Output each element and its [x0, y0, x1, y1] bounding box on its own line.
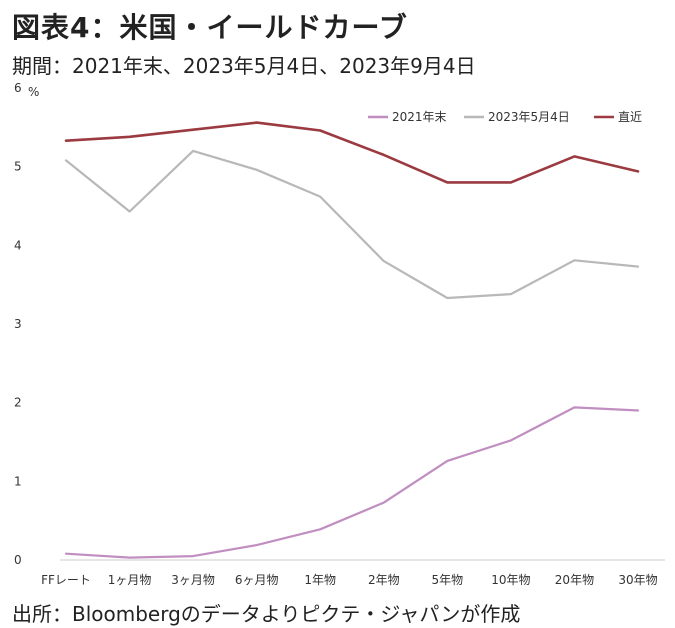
data-point — [382, 501, 385, 504]
data-point — [637, 170, 639, 173]
y-axis-ticks: 0 1 2 3 4 5 6 — [14, 81, 22, 567]
x-tick-label: 30年物 — [618, 573, 657, 587]
y-tick-label: 5 — [14, 160, 22, 174]
data-point — [319, 195, 322, 198]
x-tick-label: 10年物 — [491, 573, 530, 587]
x-tick-label: 20年物 — [555, 573, 594, 587]
y-tick-label: 4 — [14, 238, 22, 252]
y-tick-label: 1 — [14, 474, 22, 488]
x-tick-label: 1年物 — [304, 573, 336, 587]
x-tick-label: FFレート — [41, 573, 91, 587]
data-point — [65, 159, 67, 162]
series-line — [64, 149, 640, 300]
data-point — [65, 139, 67, 142]
data-point — [192, 150, 194, 152]
legend-label: 2023年5月4日 — [488, 110, 570, 124]
x-tick-label: 2年物 — [368, 573, 400, 587]
data-point — [510, 181, 512, 184]
data-point — [446, 181, 449, 184]
legend: 2021年末 2023年5月4日 直近 — [368, 110, 642, 124]
data-point — [637, 409, 639, 412]
data-point — [446, 297, 449, 299]
chart-title: 図表4：米国・イールドカーブ — [12, 11, 408, 44]
chart-source: 出所：Bloombergのデータよりピクテ・ジャパンが作成 — [12, 602, 521, 626]
data-point — [192, 555, 194, 557]
data-point — [65, 552, 67, 555]
legend-label: 2021年末 — [392, 110, 447, 124]
data-point — [510, 293, 512, 295]
data-point — [319, 129, 322, 132]
data-point — [382, 260, 385, 262]
data-point — [382, 154, 385, 156]
chart-subtitle: 期間：2021年末、2023年5月4日、2023年9月4日 — [12, 54, 476, 78]
y-tick-label: 2 — [14, 396, 22, 410]
y-tick-label: 6 — [14, 81, 22, 95]
series-line — [64, 121, 640, 184]
data-point — [573, 155, 576, 158]
data-point — [319, 528, 322, 531]
x-tick-label: 5年物 — [432, 573, 464, 587]
legend-label: 直近 — [618, 110, 642, 124]
data-point — [573, 406, 576, 409]
data-point — [128, 210, 131, 213]
data-point — [255, 121, 258, 124]
data-point — [128, 556, 131, 559]
data-point — [573, 259, 576, 262]
x-tick-label: 1ヶ月物 — [108, 573, 152, 587]
x-axis-ticks: FFレート 1ヶ月物 3ヶ月物 6ヶ月物 1年物 2年物 5年物 10年物 20年物 30年物 — [41, 573, 658, 587]
data-point — [637, 265, 639, 268]
data-point — [255, 169, 258, 171]
data-point — [510, 439, 512, 442]
data-point — [255, 544, 258, 546]
data-point — [446, 460, 449, 462]
y-tick-label: 3 — [14, 317, 22, 331]
y-tick-label: 0 — [14, 553, 22, 567]
data-point — [192, 128, 194, 131]
series-lines — [64, 121, 640, 559]
x-tick-label: 3ヶ月物 — [171, 573, 215, 587]
y-axis-unit: % — [28, 85, 39, 99]
x-tick-label: 6ヶ月物 — [235, 573, 279, 587]
series-line — [64, 406, 640, 559]
data-point — [128, 135, 131, 138]
